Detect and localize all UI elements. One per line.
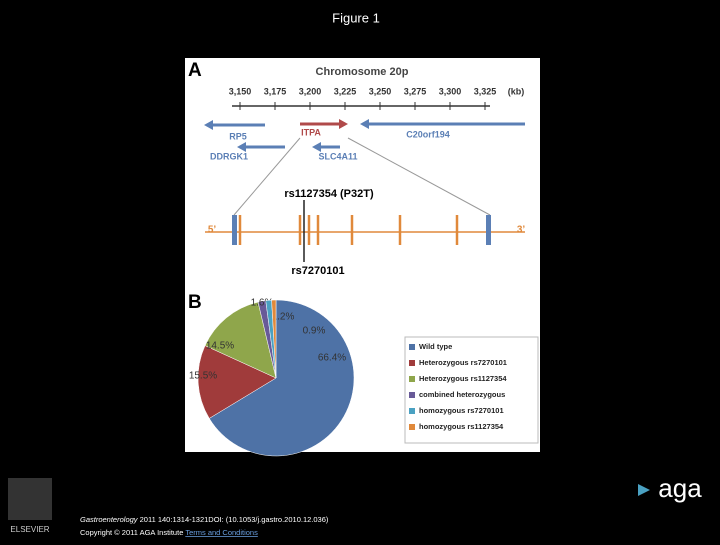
chromosome-tick-label: 3,150 xyxy=(229,86,252,96)
value-label: 0.9% xyxy=(303,326,326,337)
terms-link[interactable]: Terms and Conditions xyxy=(185,528,258,537)
chromosome-tick-label: 3,225 xyxy=(334,86,357,96)
pie-slice xyxy=(197,345,277,419)
legend-box xyxy=(404,336,539,444)
chromosome-tick-label: 3,200 xyxy=(299,86,322,96)
arrow-head xyxy=(204,120,213,130)
society-mark xyxy=(638,484,650,496)
legend-swatch xyxy=(409,392,415,398)
legend-swatch xyxy=(409,424,415,430)
chromosome-tick-label: 3,250 xyxy=(369,86,392,96)
exons xyxy=(238,215,459,245)
chromosome-tick-label: 3,325 xyxy=(474,86,497,96)
legend-entry: Heterozygous rs7270101 xyxy=(419,358,507,367)
three-prime: 3’ xyxy=(517,225,526,236)
gene-label: DDRGK1 xyxy=(210,151,248,161)
journal: Gastroenterology xyxy=(80,515,139,524)
copyright-text: Copyright © 2011 AGA Institute xyxy=(80,528,185,537)
panel-label: B xyxy=(188,292,202,313)
pie-slice xyxy=(204,301,277,379)
legend-swatch xyxy=(409,376,415,382)
legend-entry: Heterozygous rs1127354 xyxy=(419,374,507,383)
chromosome-tick-label: 3,275 xyxy=(404,86,427,96)
value-label: 66.4% xyxy=(318,353,346,364)
chromosome-tick-label: 3,175 xyxy=(264,86,287,96)
snp-label: rs1127354 (P32T) xyxy=(284,188,374,200)
pie-slice xyxy=(208,299,355,457)
logo-tree xyxy=(8,478,52,520)
zoom-line xyxy=(347,137,491,216)
utr xyxy=(232,215,237,245)
logo-text: ELSEVIER xyxy=(10,525,49,534)
chromosome-title: Chromosome 20p xyxy=(316,66,409,78)
legend-entry: homozygous rs7270101 xyxy=(419,406,504,415)
copyright: Copyright © 2011 AGA Institute Terms and… xyxy=(80,528,258,537)
panel-label: A xyxy=(188,60,202,81)
legend-entry: homozygous rs1127354 xyxy=(419,422,504,431)
legend-swatch xyxy=(409,344,415,350)
value-label: 14.5% xyxy=(206,341,234,352)
panel-a: A Chromosome 20p (kb) RP5 ITPA C20orf194… xyxy=(188,60,525,277)
arrow-head xyxy=(237,142,246,152)
legend-entry: Wild type xyxy=(419,342,452,351)
arrow-head xyxy=(339,119,348,129)
value-label: 1.6% xyxy=(251,298,274,309)
value-label: 1.2% xyxy=(272,312,295,323)
gene-label: SLC4A11 xyxy=(318,151,357,161)
gene-label: C20orf194 xyxy=(406,129,450,139)
legend-swatch xyxy=(409,360,415,366)
gene-label: RP5 xyxy=(229,131,247,141)
zoom-line xyxy=(233,137,301,216)
publisher-logo: ELSEVIER xyxy=(8,478,52,534)
citation: Gastroenterology 2011 140:1314-1321DOI: … xyxy=(80,515,329,524)
legend-entry: combined heterozygous xyxy=(419,390,505,399)
gene-label: ITPA xyxy=(301,127,321,137)
citation-text: 2011 140:1314-1321DOI: (10.1053/j.gastro… xyxy=(138,515,329,524)
legend-swatch xyxy=(409,408,415,414)
axis-unit: (kb) xyxy=(508,86,525,96)
society-logo: aga xyxy=(658,473,702,503)
arrow-head xyxy=(360,119,369,129)
snp-label: rs7270101 xyxy=(291,265,344,277)
slide-title: Figure 1 xyxy=(332,10,380,25)
utr xyxy=(486,215,491,245)
arrow-head xyxy=(312,142,321,152)
chromosome-tick-label: 3,300 xyxy=(439,86,462,96)
value-label: 15.5% xyxy=(189,371,217,382)
pie-slice xyxy=(271,299,277,379)
five-prime: 5’ xyxy=(208,225,217,236)
